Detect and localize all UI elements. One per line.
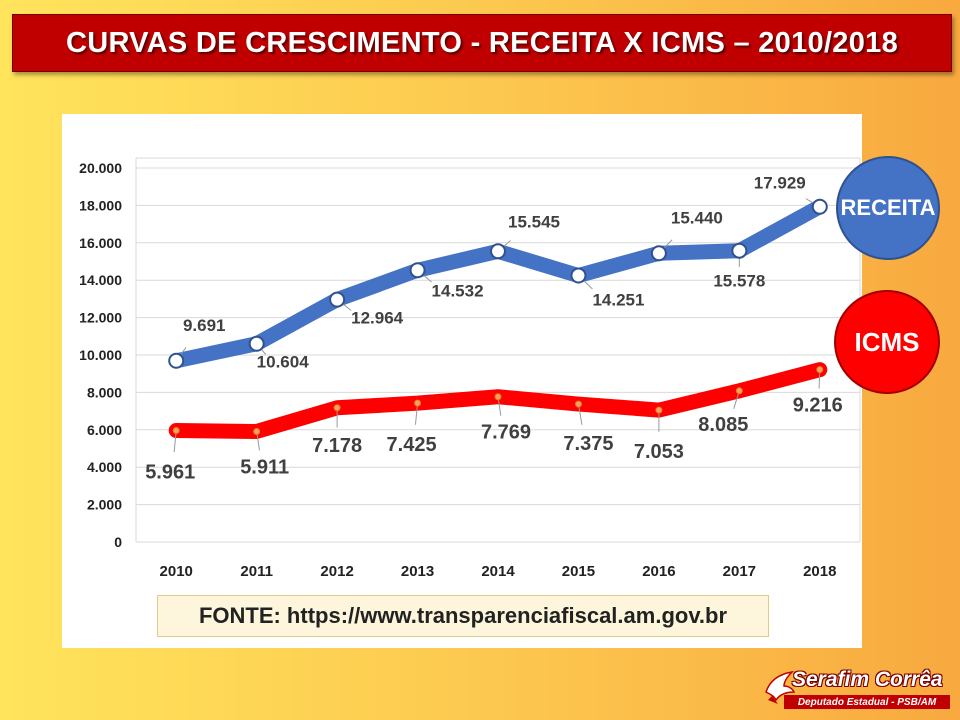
y-tick-label: 14.000 xyxy=(79,272,122,288)
icms-data-label: 7.425 xyxy=(387,434,437,456)
x-tick-label: 2015 xyxy=(562,563,595,580)
icms-point xyxy=(816,366,824,374)
dove-icon xyxy=(765,670,796,704)
logo: Serafim Corrêa Deputado Estadual - PSB/A… xyxy=(762,668,954,714)
source-box: FONTE: https://www.transparenciafiscal.a… xyxy=(157,595,769,637)
x-tick-label: 2010 xyxy=(160,563,193,580)
receita-point xyxy=(570,267,587,284)
icms-point xyxy=(735,387,743,395)
receita-point xyxy=(490,243,506,260)
source-text: FONTE: https://www.transparenciafiscal.a… xyxy=(198,603,728,628)
icms-point xyxy=(414,399,422,407)
receita-point xyxy=(650,245,667,262)
icms-data-label: 9.216 xyxy=(793,395,843,417)
receita-data-label: 15.440 xyxy=(671,208,723,227)
x-tick-label: 2014 xyxy=(481,563,515,580)
receita-point xyxy=(731,242,748,259)
y-tick-label: 20.000 xyxy=(79,160,122,176)
receita-data-label: 10.604 xyxy=(257,353,310,372)
data-label-leader xyxy=(414,403,419,425)
receita-point xyxy=(409,262,426,279)
receita-data-label: 9.691 xyxy=(183,316,226,335)
y-tick-label: 18.000 xyxy=(79,197,122,213)
icms-point xyxy=(574,400,582,408)
receita-badge-label: RECEITA xyxy=(840,195,936,220)
chart-panel: 0 2.000 4.000 6.000 8.000 10.000 12.000 14.000 1… xyxy=(62,114,862,648)
icms-badge-label: ICMS xyxy=(854,326,920,357)
receita-data-label: 14.251 xyxy=(592,291,644,310)
x-tick-label: 2012 xyxy=(320,563,353,580)
line-chart: 0 2.000 4.000 6.000 8.000 10.000 12.000 14.000 1… xyxy=(79,157,861,580)
title-bar: CURVAS DE CRESCIMENTO - RECEITA X ICMS –… xyxy=(12,14,952,72)
icms-badge: ICMS xyxy=(834,290,940,394)
icms-data-label: 7.375 xyxy=(563,433,613,455)
icms-data-label: 5.911 xyxy=(240,456,289,478)
icms-data-label: 7.178 xyxy=(312,435,362,457)
y-tick-label: 8.000 xyxy=(87,384,122,400)
icms-data-label: 8.085 xyxy=(698,414,748,436)
icms-data-label: 5.961 xyxy=(145,462,195,484)
icms-data-label: 7.053 xyxy=(634,441,684,463)
y-tick-label: 10.000 xyxy=(79,347,122,363)
y-tick-label: 4.000 xyxy=(87,459,122,475)
data-label-leader xyxy=(173,430,177,453)
receita-data-label: 15.545 xyxy=(508,212,560,231)
x-tick-label: 2011 xyxy=(240,563,273,580)
icms-point xyxy=(655,406,663,414)
receita-point xyxy=(811,198,828,215)
icms-point xyxy=(253,427,261,435)
y-tick-label: 12.000 xyxy=(79,310,122,326)
icms-point xyxy=(333,404,341,412)
x-tick-label: 2018 xyxy=(803,563,836,580)
logo-subtitle: Deputado Estadual - PSB/AM xyxy=(784,695,950,709)
x-tick-label: 2013 xyxy=(401,563,434,580)
logo-name: Serafim Corrêa xyxy=(792,668,943,691)
receita-data-label: 12.964 xyxy=(351,309,404,328)
receita-point xyxy=(329,291,346,308)
receita-data-label: 17.929 xyxy=(754,174,806,193)
receita-data-label: 15.578 xyxy=(713,272,765,291)
icms-data-label: 7.769 xyxy=(481,422,531,444)
receita-point xyxy=(168,352,185,369)
receita-badge: RECEITA xyxy=(836,156,940,260)
x-tick-label: 2017 xyxy=(723,563,756,580)
receita-data-label: 14.532 xyxy=(432,281,484,300)
receita-point xyxy=(248,335,265,352)
y-tick-label: 6.000 xyxy=(87,422,122,438)
y-tick-label: 2.000 xyxy=(87,497,122,513)
page-title: CURVAS DE CRESCIMENTO - RECEITA X ICMS –… xyxy=(65,26,899,59)
icms-point xyxy=(494,393,502,401)
icms-point xyxy=(172,427,180,435)
y-tick-label: 16.000 xyxy=(79,235,122,251)
y-tick-label: 0 xyxy=(114,534,122,550)
x-tick-label: 2016 xyxy=(642,563,675,580)
